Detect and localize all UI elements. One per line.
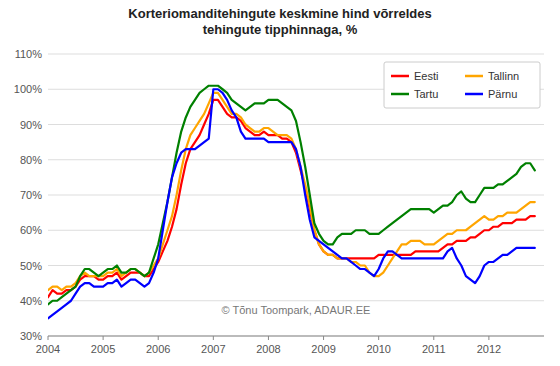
legend-swatch — [465, 75, 483, 78]
y-tick-label: 80% — [20, 154, 42, 166]
x-tick-label: 2011 — [422, 343, 446, 355]
plot-area — [48, 86, 535, 319]
y-tick-label: 70% — [20, 189, 42, 201]
x-tick — [158, 336, 159, 340]
legend: Eesti Tallinn Tartu Pärnu — [384, 62, 540, 108]
y-tick-label: 40% — [20, 295, 42, 307]
x-tick-label: 2007 — [201, 343, 225, 355]
x-tick — [323, 336, 324, 340]
x-tick-label: 2005 — [91, 343, 115, 355]
x-tick-label: 2010 — [366, 343, 390, 355]
annotation: © Tõnu Toompark, ADAUR.EE — [222, 304, 371, 316]
x-tick-label: 2009 — [311, 343, 335, 355]
series-line — [48, 86, 535, 305]
legend-swatch — [465, 93, 483, 96]
x-tick — [213, 336, 214, 340]
x-tick — [268, 336, 269, 340]
x-tick — [378, 336, 379, 340]
grid-line — [48, 54, 544, 55]
legend-swatch — [391, 93, 409, 96]
legend-label: Tallinn — [488, 70, 519, 82]
x-tick-label: 2006 — [146, 343, 170, 355]
grid-line — [48, 230, 544, 231]
y-tick-label: 50% — [20, 260, 42, 272]
legend-box — [384, 62, 540, 108]
background — [0, 0, 560, 366]
grid-line — [48, 300, 544, 301]
y-tick-label: 60% — [20, 224, 42, 236]
x-tick-label: 2008 — [256, 343, 280, 355]
y-tick-label: 90% — [20, 119, 42, 131]
y-tick-label: 30% — [20, 330, 42, 342]
chart: Korteriomanditehingute keskmine hind võr… — [0, 0, 560, 366]
y-tick-label: 110% — [15, 48, 43, 60]
x-tick-label: 2012 — [477, 343, 501, 355]
grid-line — [48, 265, 544, 266]
legend-label: Pärnu — [488, 88, 517, 100]
grid-line — [48, 159, 544, 160]
grid-line — [48, 195, 544, 196]
x-tick — [488, 336, 489, 340]
x-tick — [433, 336, 434, 340]
legend-swatch — [391, 75, 409, 78]
x-tick-label: 2004 — [36, 343, 60, 355]
y-tick-label: 100% — [14, 83, 42, 95]
grid-line — [48, 336, 544, 337]
legend-label: Tartu — [414, 88, 438, 100]
x-tick — [103, 336, 104, 340]
x-axis-line — [48, 336, 544, 337]
series-line — [48, 89, 535, 318]
title-line: tehingute tipphinnaga, % — [203, 22, 358, 37]
title-line: Korteriomanditehingute keskmine hind võr… — [128, 6, 431, 21]
title: Korteriomanditehingute keskmine hind võr… — [128, 6, 431, 37]
x-tick — [48, 336, 49, 340]
legend-label: Eesti — [414, 70, 438, 82]
